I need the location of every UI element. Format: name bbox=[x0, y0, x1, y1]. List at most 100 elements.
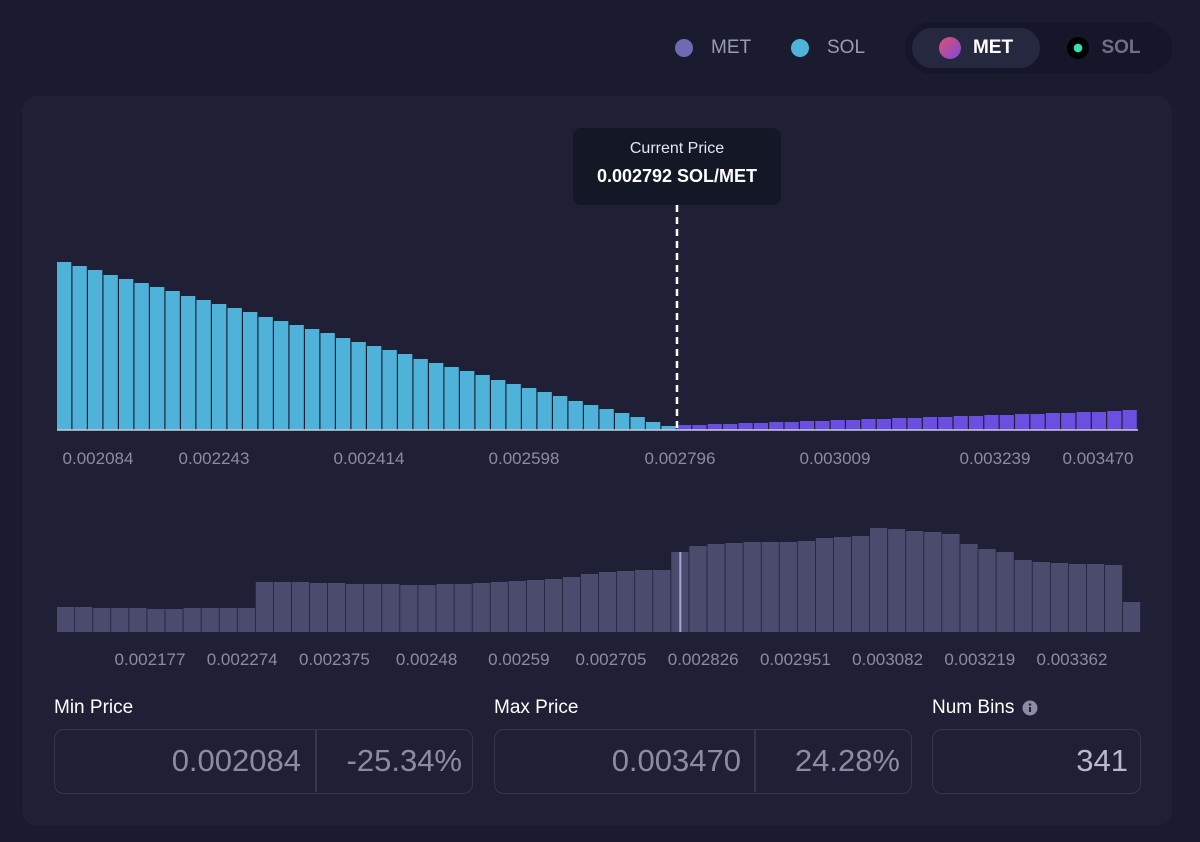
legend-label: MET bbox=[711, 37, 752, 58]
volume-bar bbox=[328, 583, 346, 632]
sol-bar bbox=[553, 396, 568, 430]
sol-bar bbox=[181, 296, 196, 430]
x-tick-label: 0.003009 bbox=[799, 449, 871, 468]
volume-bar bbox=[273, 582, 292, 632]
met-bar bbox=[707, 424, 722, 430]
volume-bar bbox=[743, 542, 761, 632]
met-bar bbox=[799, 421, 815, 430]
label-text: Num Bins bbox=[932, 697, 1015, 718]
sol-bar bbox=[227, 308, 242, 430]
volume-bar bbox=[129, 608, 147, 632]
met-bar bbox=[846, 420, 861, 430]
x-tick-label: 0.002375 bbox=[298, 650, 370, 669]
volume-bar bbox=[815, 538, 834, 632]
sol-bar bbox=[475, 375, 490, 430]
volume-bar bbox=[472, 583, 490, 632]
met-bar bbox=[876, 419, 891, 430]
met-bar bbox=[1091, 412, 1107, 430]
sol-bar bbox=[57, 262, 72, 430]
x-tick-label: 0.002951 bbox=[759, 650, 831, 669]
option-label: MET bbox=[972, 37, 1014, 58]
input-value: 0.003470 bbox=[611, 743, 741, 778]
input-change: -25.34% bbox=[346, 743, 462, 778]
sol-bar bbox=[460, 371, 475, 430]
sol-bar bbox=[134, 283, 149, 430]
volume-bar bbox=[147, 609, 165, 632]
x-tick-label: 0.002084 bbox=[62, 449, 134, 468]
volume-bar bbox=[707, 544, 725, 632]
volume-bar bbox=[454, 584, 472, 632]
volume-bar bbox=[1086, 564, 1105, 632]
x-tick-label: 0.003470 bbox=[1062, 449, 1134, 468]
sol-bar bbox=[537, 392, 552, 430]
field-label: Max Price bbox=[494, 697, 579, 718]
legend-item: SOL bbox=[791, 36, 865, 60]
met-bar bbox=[968, 416, 984, 430]
met-bar bbox=[784, 422, 799, 430]
toggle-option[interactable]: MET bbox=[912, 28, 1040, 68]
sol-bar bbox=[413, 359, 428, 430]
volume-bar bbox=[599, 572, 617, 632]
tooltip-title: Current Price bbox=[629, 140, 725, 157]
met-bar bbox=[1045, 413, 1060, 430]
met-bar bbox=[769, 422, 784, 430]
x-tick-label: 0.002796 bbox=[644, 449, 716, 468]
x-tick-label: 0.00248 bbox=[395, 650, 458, 669]
option-label: SOL bbox=[1101, 37, 1141, 58]
input-value: 0.002084 bbox=[171, 743, 301, 778]
met-bar bbox=[907, 418, 922, 430]
sol-bar bbox=[646, 422, 661, 430]
info-icon[interactable] bbox=[1022, 700, 1038, 716]
sol-bar bbox=[506, 384, 521, 430]
met-bar bbox=[1122, 410, 1137, 430]
legend-dot bbox=[675, 39, 693, 57]
legend-item: MET bbox=[675, 36, 751, 60]
sol-bar bbox=[103, 275, 118, 430]
volume-bar bbox=[924, 532, 942, 632]
min-price-input[interactable]: 0.002084 -25.34% bbox=[54, 729, 473, 794]
sol-bar bbox=[367, 346, 382, 430]
volume-bar bbox=[490, 582, 508, 632]
sol-bar bbox=[72, 266, 87, 430]
sol-bar bbox=[274, 321, 289, 430]
sol-bar bbox=[491, 380, 506, 430]
met-bar bbox=[677, 425, 692, 430]
met-bar bbox=[753, 423, 768, 430]
met-bar bbox=[984, 415, 999, 430]
num-bins-input[interactable]: 341 bbox=[932, 729, 1141, 794]
met-bar bbox=[999, 415, 1014, 430]
volume-bar bbox=[364, 584, 382, 632]
volume-bar bbox=[580, 574, 599, 632]
x-tick-label: 0.00259 bbox=[488, 650, 550, 669]
volume-bar bbox=[436, 584, 454, 632]
x-tick-label: 0.003362 bbox=[1036, 650, 1108, 669]
x-tick-label: 0.002705 bbox=[575, 650, 647, 669]
sol-bar bbox=[584, 405, 599, 430]
card bbox=[22, 96, 1172, 826]
volume-bar bbox=[309, 583, 328, 632]
sol-bar bbox=[351, 342, 366, 430]
volume-bar bbox=[635, 570, 653, 632]
met-bar bbox=[692, 425, 707, 430]
sol-bar bbox=[320, 333, 335, 430]
volume-bar bbox=[870, 528, 888, 632]
x-tick-label: 0.002274 bbox=[206, 650, 278, 669]
met-bar bbox=[953, 416, 968, 430]
x-tick-label: 0.003219 bbox=[944, 650, 1016, 669]
sol-bar bbox=[243, 312, 258, 430]
volume-bar bbox=[689, 546, 707, 632]
met-bar bbox=[1107, 411, 1122, 430]
volume-bar bbox=[219, 608, 237, 632]
met-bar bbox=[830, 420, 845, 430]
volume-bar bbox=[1014, 560, 1032, 632]
x-tick-label: 0.002177 bbox=[114, 650, 186, 669]
input-value: 341 bbox=[1076, 743, 1128, 778]
sol-bar bbox=[119, 279, 134, 430]
volume-bar bbox=[544, 579, 563, 632]
volume-bar bbox=[346, 584, 364, 632]
toggle-option[interactable]: SOL bbox=[1040, 28, 1168, 68]
tooltip-value: 0.002792 SOL/MET bbox=[596, 166, 758, 186]
max-price-input[interactable]: 0.003470 24.28% bbox=[494, 729, 912, 794]
volume-bar bbox=[996, 552, 1014, 632]
